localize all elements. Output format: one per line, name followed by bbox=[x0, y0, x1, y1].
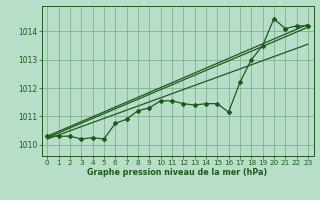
X-axis label: Graphe pression niveau de la mer (hPa): Graphe pression niveau de la mer (hPa) bbox=[87, 168, 268, 177]
